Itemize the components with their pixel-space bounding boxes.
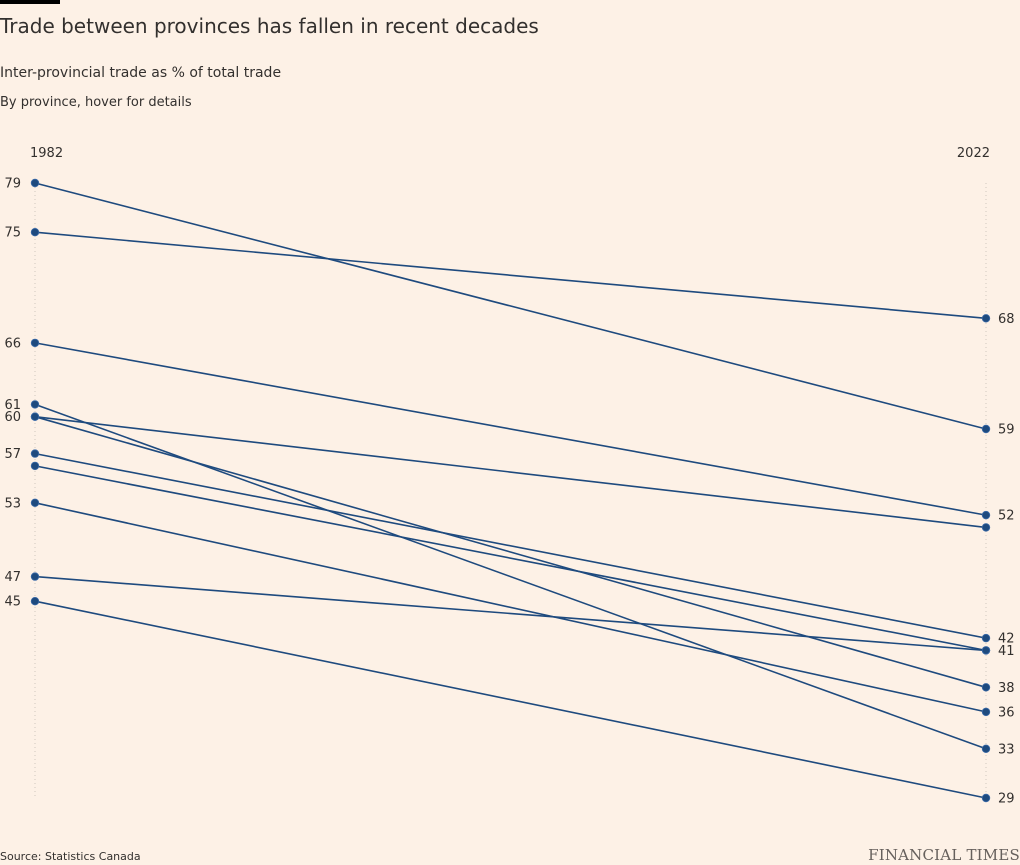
x-label-start: 1982 — [30, 146, 63, 161]
data-point-end[interactable] — [981, 633, 991, 643]
data-point-start[interactable] — [30, 178, 40, 188]
chart-note: By province, hover for details — [0, 95, 192, 110]
value-label-end: 42 — [998, 632, 1015, 647]
data-point-end[interactable] — [981, 510, 991, 520]
data-point-start[interactable] — [30, 597, 40, 606]
data-point-end[interactable] — [981, 683, 991, 692]
value-label-start: 60 — [4, 410, 21, 425]
value-label-start: 47 — [4, 570, 21, 585]
data-point-end[interactable] — [981, 707, 991, 717]
data-point-end[interactable] — [981, 424, 991, 434]
chart-title: Trade between provinces has fallen in re… — [0, 14, 539, 38]
value-label-start: 66 — [4, 336, 21, 351]
value-label-start: 61 — [4, 398, 21, 413]
data-point-start[interactable] — [30, 461, 40, 471]
series-line[interactable] — [34, 600, 987, 799]
chart-subtitle: Inter-provincial trade as % of total tra… — [0, 65, 282, 81]
data-point-end[interactable] — [981, 744, 991, 753]
brand-accent-bar — [0, 0, 60, 4]
value-label-start: 79 — [4, 177, 21, 192]
series-line[interactable] — [34, 452, 987, 639]
value-label-end: 29 — [998, 792, 1015, 807]
data-point-start[interactable] — [30, 400, 40, 409]
value-label-start: 75 — [4, 226, 21, 241]
value-label-end: 68 — [998, 312, 1015, 327]
source-note: Source: Statistics Canada — [0, 850, 141, 863]
data-point-start[interactable] — [30, 572, 40, 581]
publisher-logo: FINANCIAL TIMES — [868, 846, 1020, 864]
data-point-end[interactable] — [981, 793, 991, 803]
value-label-end: 41 — [998, 644, 1015, 659]
series-line[interactable] — [34, 502, 987, 713]
series-line[interactable] — [34, 465, 987, 652]
data-point-start[interactable] — [30, 412, 40, 421]
data-point-start[interactable] — [30, 449, 40, 458]
x-label-end: 2022 — [957, 146, 990, 161]
data-point-start[interactable] — [30, 338, 40, 348]
data-point-end[interactable] — [981, 646, 991, 655]
value-label-start: 45 — [4, 595, 21, 610]
data-point-end[interactable] — [981, 314, 991, 323]
series-line[interactable] — [34, 182, 987, 430]
data-point-start[interactable] — [30, 498, 40, 507]
value-label-start: 57 — [4, 447, 21, 462]
data-point-end[interactable] — [981, 523, 991, 532]
series-line[interactable] — [34, 231, 987, 320]
value-label-end: 52 — [998, 509, 1015, 524]
series-line[interactable] — [34, 415, 987, 689]
value-label-end: 36 — [998, 705, 1015, 720]
value-label-end: 59 — [998, 423, 1015, 438]
value-label-start: 53 — [4, 496, 21, 511]
series-line[interactable] — [34, 403, 987, 750]
value-label-end: 33 — [998, 742, 1015, 757]
data-point-start[interactable] — [30, 227, 40, 237]
series-line[interactable] — [34, 342, 987, 516]
value-label-end: 38 — [998, 681, 1015, 696]
series-line[interactable] — [34, 415, 987, 529]
series-line[interactable] — [34, 575, 987, 652]
